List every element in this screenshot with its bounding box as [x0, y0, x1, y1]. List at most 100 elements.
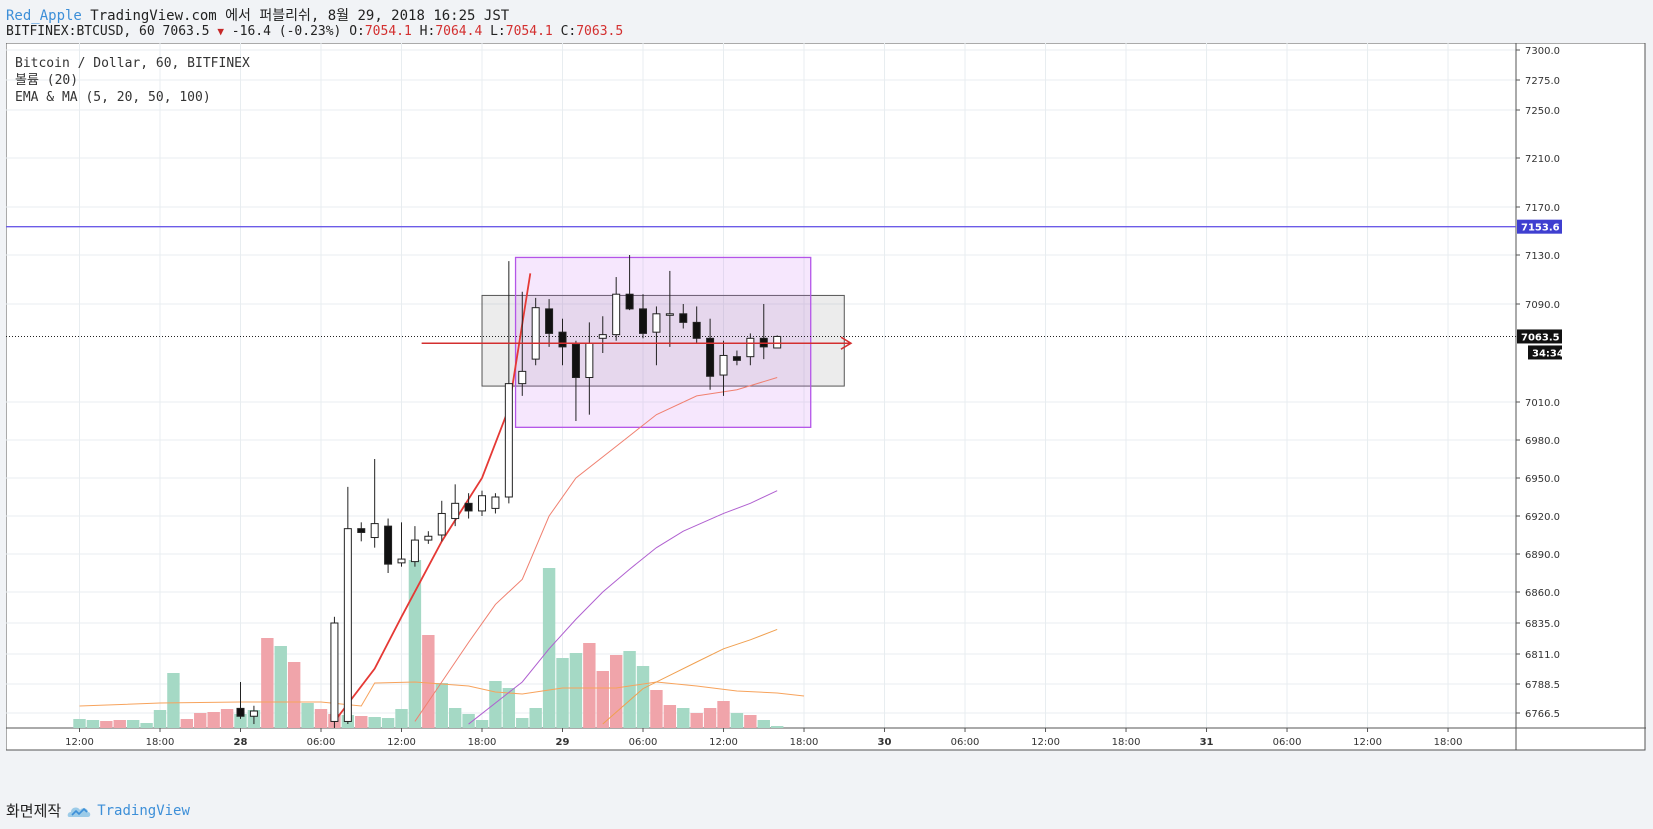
volume-bar	[730, 713, 744, 728]
candle-body	[639, 308, 648, 334]
price-tick-label: 7090.0	[1525, 300, 1560, 311]
volume-series	[73, 560, 805, 728]
price-tick-label: 7210.0	[1525, 154, 1560, 165]
volume-bar	[583, 643, 596, 728]
volume-bar	[368, 717, 381, 728]
resistance-badge-label: 7153.6	[1521, 223, 1560, 234]
volume-bar	[355, 716, 368, 728]
price-tick-label: 7275.0	[1525, 76, 1560, 87]
price-tick-label: 7300.0	[1525, 46, 1560, 57]
ma-line-ma50	[468, 490, 778, 725]
volume-bar	[113, 720, 126, 728]
time-tick-label: 06:00	[629, 737, 658, 748]
author-link[interactable]: Red_Apple	[6, 8, 82, 24]
volume-bar	[770, 726, 784, 728]
price-tick-label: 7250.0	[1525, 106, 1560, 117]
volume-ma-line	[79, 681, 805, 707]
tradingview-brand[interactable]: TradingView	[97, 802, 190, 819]
volume-bar	[153, 710, 167, 728]
volume-bar	[86, 720, 100, 728]
volume-bar	[623, 651, 636, 728]
volume-bar	[261, 638, 274, 728]
price-axis: 7300.0 7275.0 7250.0 7210.0 7170.0 7130.0 7090…	[1516, 46, 1560, 720]
volume-bar	[274, 646, 287, 728]
resistance-badge	[1517, 219, 1562, 234]
time-tick-label: 06:00	[307, 737, 336, 748]
publish-header: Red_Apple TradingView.com 에서 퍼블리쉬, 8월 29…	[6, 5, 509, 25]
ma-line-ma20	[414, 377, 778, 722]
tradingview-logo-icon[interactable]	[67, 803, 91, 819]
volume-bar	[435, 683, 448, 728]
candle-body	[558, 331, 567, 348]
candle-body	[504, 383, 513, 498]
symbol-name: BITFINEX:BTCUSD, 60	[6, 24, 155, 39]
candle-body	[491, 496, 500, 509]
candle-body	[249, 710, 258, 717]
volume-bar	[287, 662, 301, 728]
volume-bar	[314, 709, 328, 728]
symbol-header: BITFINEX:BTCUSD, 60 7063.5 ▼ -16.4 (-0.2…	[6, 24, 623, 39]
made-with-label: 화면제작	[6, 802, 62, 820]
time-axis: 12:00 18:00 28 06:00 12:00 18:00 29 06:00 12:00 1…	[65, 728, 1462, 748]
legend-ma: EMA & MA (5, 20, 50, 100)	[15, 90, 211, 105]
last-price: 7063.5	[162, 24, 210, 39]
time-tick-label: 12:00	[709, 737, 738, 748]
candle-body	[612, 293, 621, 336]
volume-bar	[234, 714, 247, 728]
high-label: H:	[419, 24, 436, 39]
time-tick-label: 12:00	[65, 737, 94, 748]
candle-body	[692, 321, 701, 339]
price-tick-label: 7010.0	[1525, 398, 1560, 409]
price-tick-label: 6950.0	[1525, 474, 1560, 485]
candle-body	[518, 370, 527, 385]
volume-bar	[609, 655, 623, 728]
volume-bar	[596, 671, 609, 728]
published-info: TradingView.com 에서 퍼블리쉬, 8월 29, 2018 16:…	[90, 8, 510, 24]
candle-body	[464, 502, 473, 512]
volume-bar	[717, 701, 730, 728]
open-value: 7054.1	[364, 24, 412, 39]
volume-bar	[744, 715, 757, 728]
time-tick-label: 28	[234, 737, 248, 748]
time-tick-label: 18:00	[1112, 737, 1141, 748]
candle-body	[679, 313, 688, 323]
chart-background	[6, 43, 1646, 751]
time-tick-label: 12:00	[1031, 737, 1060, 748]
candle-body	[370, 523, 379, 539]
price-tick-label: 6811.0	[1525, 650, 1560, 661]
candle-body	[598, 334, 607, 339]
volume-bar	[489, 681, 502, 728]
price-chart[interactable]: 7300.0 7275.0 7250.0 7210.0 7170.0 7130.0 7090…	[6, 43, 1646, 793]
candle-body	[585, 342, 594, 379]
volume-bar	[73, 719, 86, 728]
price-tick-label: 6890.0	[1525, 550, 1560, 561]
volume-bar	[220, 709, 234, 728]
open-label: O:	[349, 24, 365, 39]
candle-body	[478, 495, 487, 512]
candle-body	[625, 293, 634, 310]
candle-body	[357, 528, 366, 533]
grid	[6, 43, 1516, 728]
candle-body	[410, 539, 419, 563]
candle-body	[330, 622, 339, 722]
candle-body	[531, 307, 540, 360]
volume-bar	[408, 560, 422, 728]
chart-legend: Bitcoin / Dollar, 60, BITFINEX 볼륨 (20) E…	[15, 55, 250, 106]
arrow-head-icon	[840, 336, 853, 350]
candle-body	[732, 356, 741, 361]
price-tick-label: 7170.0	[1525, 203, 1560, 214]
low-label: L:	[490, 24, 506, 39]
price-tick-label: 6920.0	[1525, 512, 1560, 523]
candle-body	[652, 313, 661, 333]
volume-bar	[516, 718, 529, 728]
price-tick-label: 6980.0	[1525, 436, 1560, 447]
timer-badge-label: 34:34	[1532, 348, 1564, 359]
price-tick-label: 7130.0	[1525, 251, 1560, 262]
candle-body	[384, 525, 393, 565]
volume-bar	[677, 708, 690, 728]
close-label: C:	[560, 24, 577, 39]
volume-bar	[529, 708, 542, 728]
candles	[236, 255, 782, 728]
volume-bar	[690, 713, 703, 728]
volume-bar	[422, 635, 435, 728]
